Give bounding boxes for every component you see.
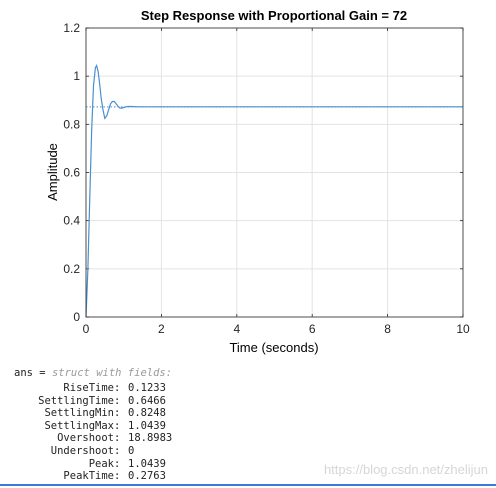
field-row-settlingmin: SettlingMin: 0.8248: [0, 407, 172, 420]
field-row-undershoot: Undershoot: 0: [0, 445, 172, 458]
field-separator: :: [114, 457, 127, 470]
series-line: [85, 64, 463, 318]
field-row-overshoot: Overshoot: 18.8983: [0, 432, 172, 445]
watermark: https://blog.csdn.net/zhelijun: [323, 462, 488, 477]
field-row-settlingmax: SettlingMax: 1.0439: [0, 420, 172, 433]
field-value: 0.6466: [128, 394, 166, 407]
ans-description: struct with fields:: [51, 367, 173, 379]
step-response-figure: Step Response with Proportional Gain = 7…: [45, 8, 470, 355]
field-row-peaktime: PeakTime: 0.2763: [0, 470, 172, 483]
y-axis-label: Amplitude: [45, 143, 60, 201]
ans-prefix: ans =: [14, 367, 52, 379]
struct-fields: RiseTime: 0.1233 SettlingTime: 0.6466 Sett…: [0, 382, 172, 483]
y-tick-label: 0.8: [63, 117, 80, 131]
field-separator: :: [114, 407, 127, 420]
field-value: 0.2763: [128, 470, 166, 483]
y-tick-label: 1.2: [63, 21, 80, 35]
chart-title: Step Response with Proportional Gain = 7…: [141, 8, 407, 23]
field-name: SettlingMin: [44, 407, 114, 420]
x-axis-label: Time (seconds): [229, 340, 318, 355]
field-separator: :: [114, 470, 127, 483]
field-value: 1.0439: [128, 419, 166, 432]
field-value: 0.1233: [128, 382, 166, 394]
ans-line: ans = struct with fields:: [14, 367, 172, 379]
field-separator: :: [114, 382, 127, 394]
y-tick-label: 0: [73, 310, 80, 324]
x-tick-label: 6: [309, 322, 316, 336]
field-name: Peak: [88, 457, 114, 470]
field-separator: :: [114, 444, 127, 457]
field-name: SettlingTime: [38, 394, 114, 407]
y-tick-label: 0.2: [63, 262, 80, 276]
field-separator: :: [114, 419, 127, 432]
field-separator: :: [114, 432, 127, 445]
x-tick-label: 8: [384, 322, 391, 336]
field-row-risetime: RiseTime: 0.1233: [0, 382, 172, 395]
y-tick-label: 0.6: [63, 166, 80, 180]
field-row-settlingtime: SettlingTime: 0.6466: [0, 395, 172, 408]
field-row-peak: Peak: 1.0439: [0, 458, 172, 471]
y-tick-label: 1: [73, 69, 80, 83]
plot-frame: [85, 27, 464, 318]
field-name: SettlingMax: [44, 419, 114, 432]
field-name: RiseTime: [63, 382, 114, 394]
x-tick-label: 2: [158, 322, 165, 336]
field-separator: :: [114, 394, 127, 407]
field-name: PeakTime: [63, 470, 114, 483]
y-tick-label: 0.4: [63, 214, 80, 228]
field-value: 18.8983: [128, 432, 173, 445]
x-tick-labels: 0 2 4 6 8 10: [83, 322, 470, 336]
field-value: 1.0439: [128, 457, 166, 470]
y-tick-labels: 0 0.2 0.4 0.6 0.8 1 1.2: [63, 21, 80, 324]
command-window: ans = struct with fields: RiseTime: 0.12…: [0, 363, 496, 486]
x-tick-label: 0: [83, 322, 90, 336]
field-name: Undershoot: [50, 444, 114, 457]
field-name: Overshoot: [57, 432, 114, 445]
x-tick-label: 4: [233, 322, 240, 336]
x-tick-label: 10: [456, 322, 470, 336]
field-value: 0: [128, 444, 135, 457]
field-value: 0.8248: [128, 407, 166, 420]
